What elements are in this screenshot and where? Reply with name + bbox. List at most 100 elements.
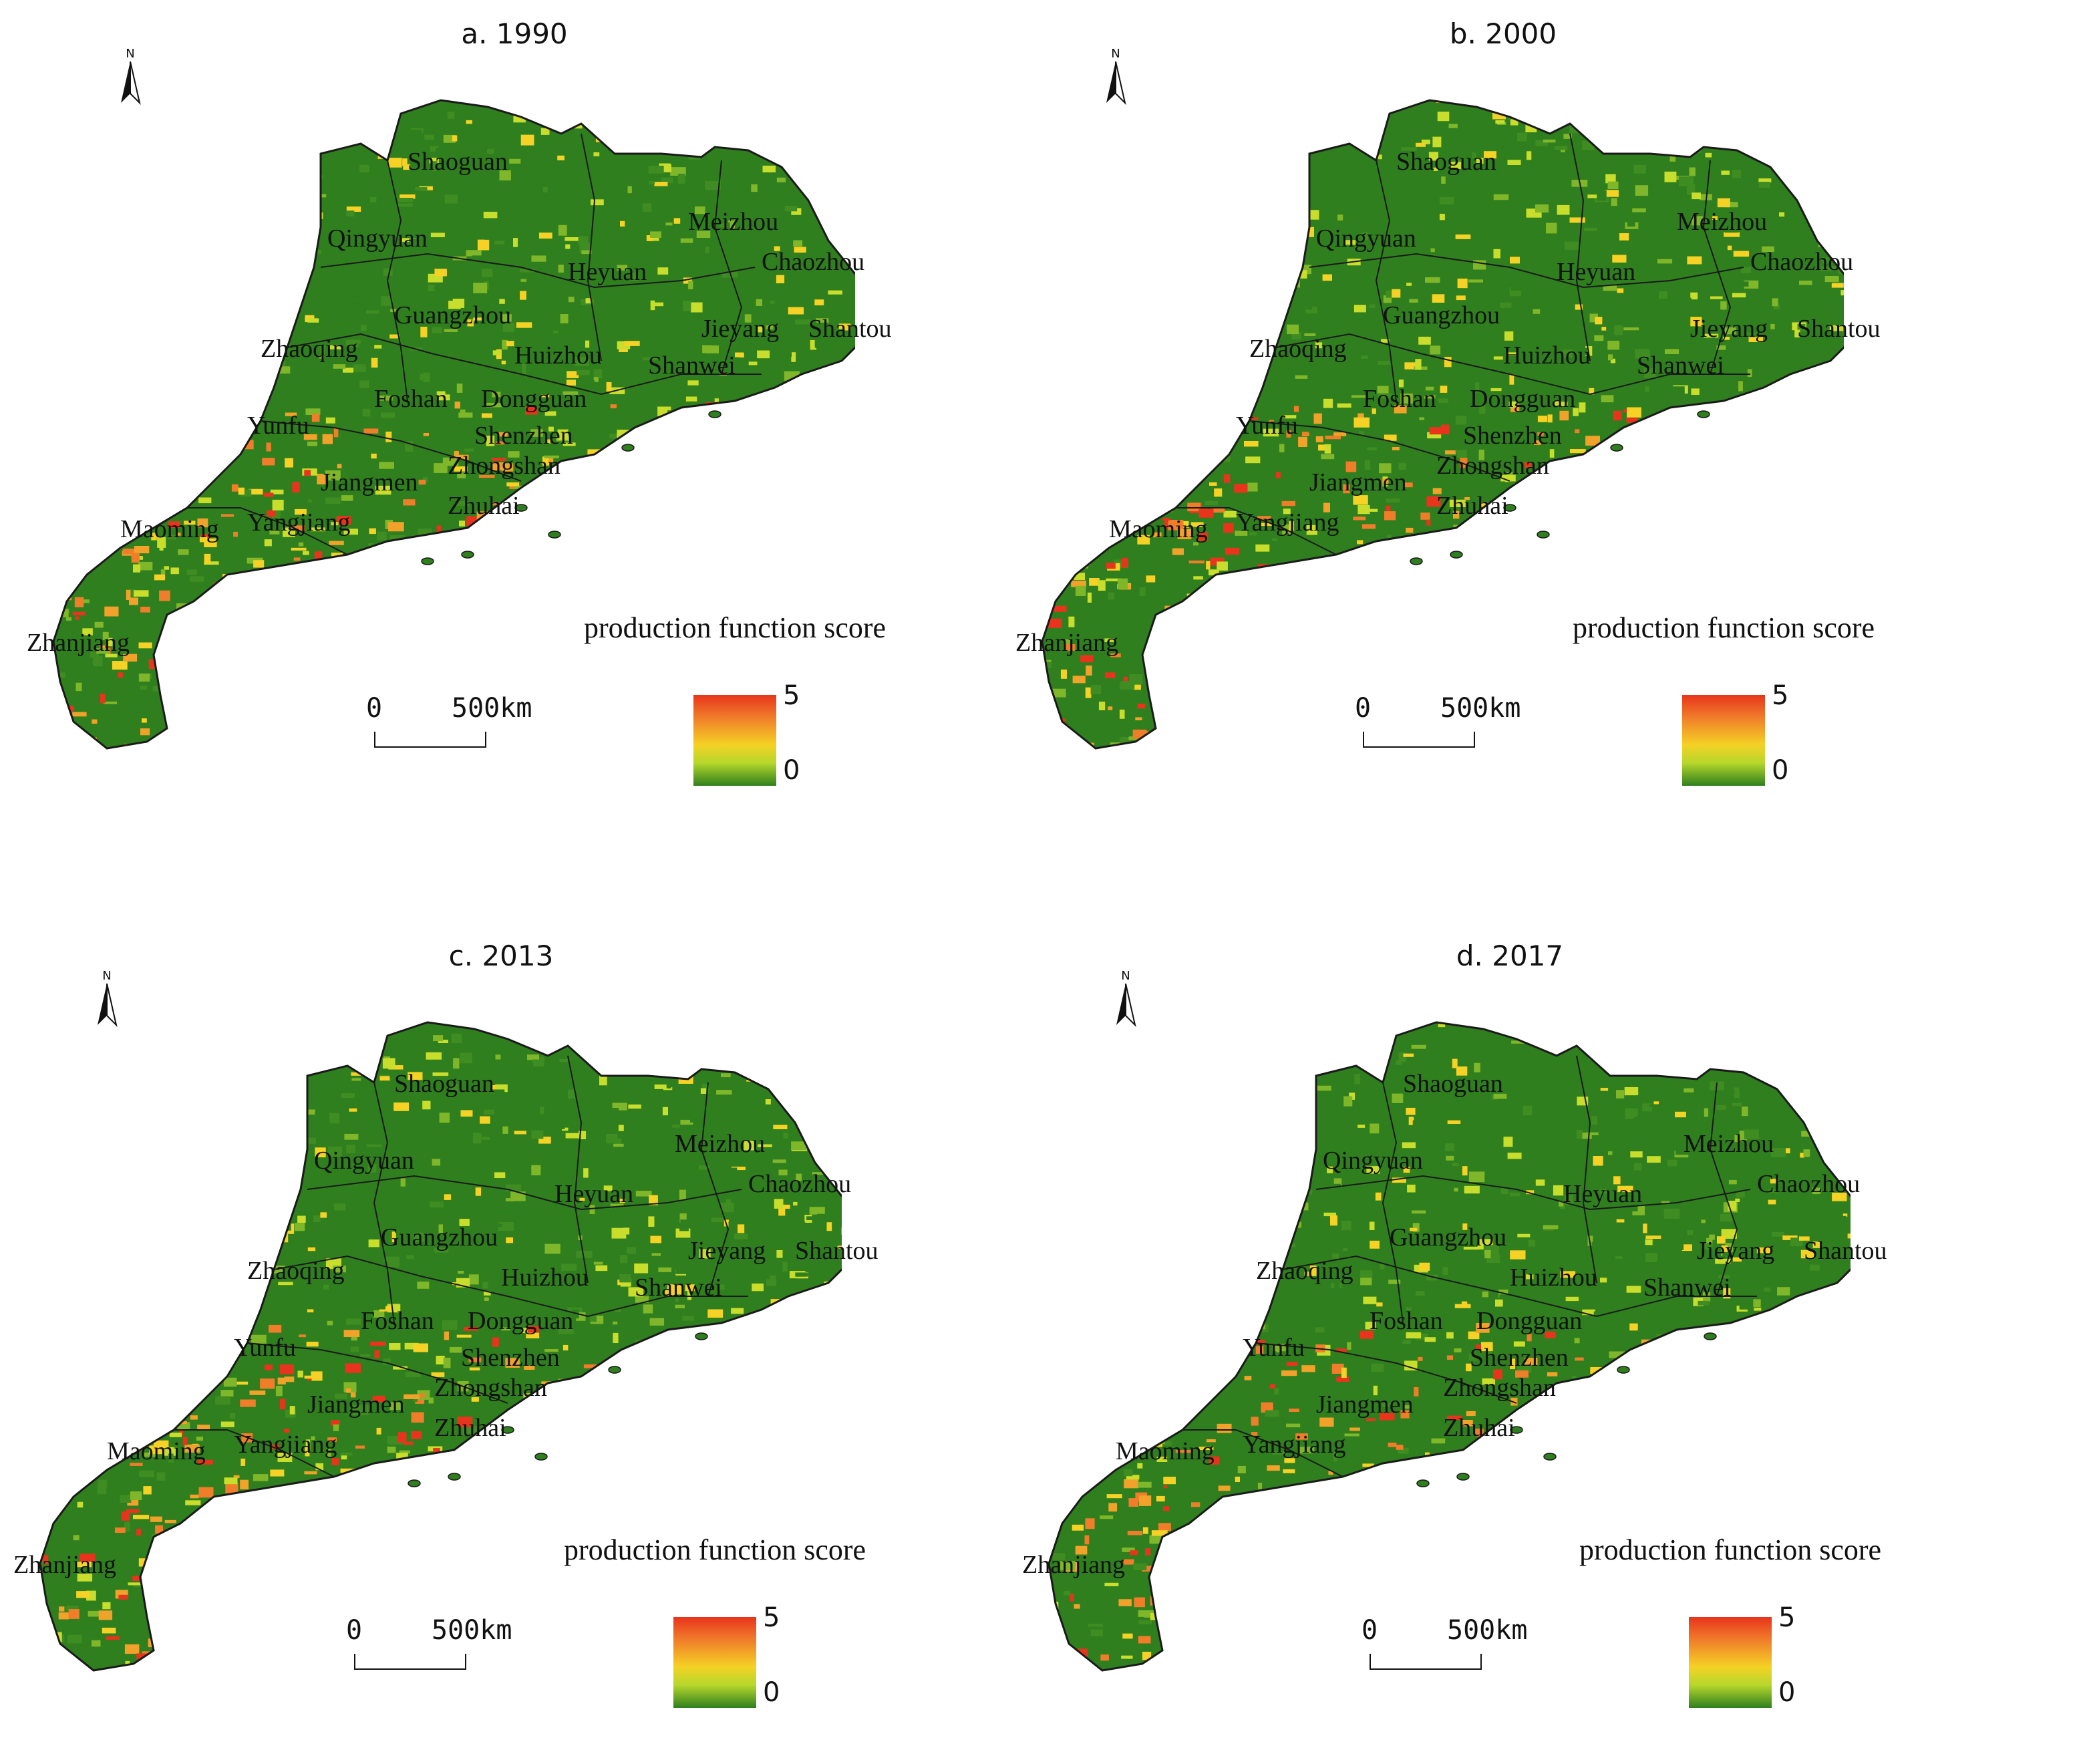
raster-cell (170, 729, 180, 734)
raster-cell (40, 1355, 52, 1362)
raster-cell (425, 653, 432, 662)
raster-cell (1600, 599, 1605, 605)
raster-cell (35, 1586, 43, 1590)
raster-cell (224, 653, 238, 656)
raster-cell (360, 1354, 370, 1357)
raster-cell (712, 1581, 725, 1588)
raster-cell (1208, 194, 1213, 198)
raster-cell (1235, 302, 1247, 311)
raster-cell (683, 1382, 688, 1388)
raster-cell (1046, 1064, 1058, 1069)
raster-cell (1163, 225, 1175, 227)
raster-cell (1455, 1601, 1465, 1607)
raster-cell (1381, 657, 1396, 662)
raster-cell (492, 1558, 508, 1563)
city-label-zhuhai: Zhuhai (1436, 491, 1508, 521)
raster-cell (525, 1491, 532, 1497)
raster-cell (675, 1572, 682, 1582)
raster-cell (352, 637, 363, 641)
raster-cell (477, 1207, 482, 1209)
raster-cell (1817, 1387, 1828, 1391)
raster-cell (306, 250, 321, 254)
raster-cell (1764, 526, 1778, 529)
raster-cell (1186, 122, 1201, 126)
city-label-shaoguan: Shaoguan (394, 1069, 494, 1098)
raster-cell (674, 290, 678, 293)
raster-cell (150, 1231, 164, 1240)
raster-cell (214, 1139, 222, 1146)
raster-cell (784, 659, 798, 664)
raster-cell (473, 1466, 483, 1476)
raster-cell (185, 426, 196, 434)
raster-cell (804, 1622, 819, 1630)
raster-cell (264, 493, 273, 497)
raster-cell (772, 474, 779, 482)
raster-cell (462, 96, 476, 99)
raster-cell (1552, 612, 1561, 622)
raster-cell (1164, 160, 1174, 164)
raster-cell (692, 337, 697, 341)
raster-cell (1404, 1682, 1412, 1685)
raster-cell (1768, 1463, 1780, 1471)
raster-cell (1412, 269, 1428, 275)
raster-cell (577, 370, 590, 376)
raster-cell (712, 662, 726, 667)
raster-cell (425, 636, 440, 645)
raster-cell (160, 1287, 173, 1296)
raster-cell (57, 1270, 67, 1277)
raster-cell (335, 116, 341, 121)
raster-cell (618, 524, 631, 534)
city-label-zhongshan: Zhongshan (1436, 451, 1549, 480)
raster-cell (1667, 1477, 1679, 1485)
raster-cell (1090, 1670, 1100, 1677)
raster-cell (359, 381, 369, 389)
raster-cell (1613, 411, 1622, 420)
raster-cell (142, 99, 152, 108)
raster-cell (1210, 1173, 1223, 1179)
raster-cell (1425, 277, 1440, 283)
raster-cell (1359, 663, 1372, 672)
raster-cell (75, 1157, 90, 1168)
raster-cell (455, 402, 460, 408)
raster-cell (356, 696, 363, 702)
raster-cell (575, 581, 582, 585)
raster-cell (142, 1179, 155, 1189)
raster-cell (291, 232, 306, 235)
raster-cell (571, 551, 581, 556)
raster-cell (742, 1602, 758, 1612)
raster-cell (543, 187, 548, 192)
raster-cell (768, 286, 775, 293)
raster-cell (1113, 761, 1120, 770)
raster-cell (765, 1413, 778, 1419)
raster-cell (232, 1590, 239, 1595)
raster-cell (1597, 1104, 1603, 1107)
raster-cell (81, 295, 90, 300)
raster-cell (183, 1651, 194, 1654)
raster-cell (1533, 746, 1539, 756)
raster-cell (1571, 114, 1581, 120)
raster-cell (1826, 692, 1836, 694)
raster-cell (371, 358, 378, 368)
raster-cell (558, 225, 567, 236)
raster-cell (484, 233, 495, 240)
raster-cell (1193, 241, 1202, 249)
raster-cell (161, 1255, 175, 1260)
raster-cell (1104, 1264, 1110, 1268)
raster-cell (833, 1582, 837, 1590)
raster-cell (1788, 112, 1792, 119)
raster-cell (216, 1592, 228, 1599)
raster-cell (383, 1058, 395, 1069)
raster-cell (754, 1476, 768, 1485)
raster-cell (1687, 96, 1695, 100)
raster-cell (1255, 1149, 1269, 1157)
raster-cell (49, 1648, 59, 1656)
raster-cell (1345, 1433, 1359, 1436)
raster-cell (43, 547, 57, 555)
raster-cell (472, 1531, 482, 1538)
raster-cell (1188, 291, 1195, 297)
raster-cell (432, 697, 447, 704)
raster-cell (655, 384, 671, 392)
raster-cell (493, 634, 502, 639)
raster-cell (1142, 1076, 1148, 1079)
north-label: N (94, 969, 120, 983)
